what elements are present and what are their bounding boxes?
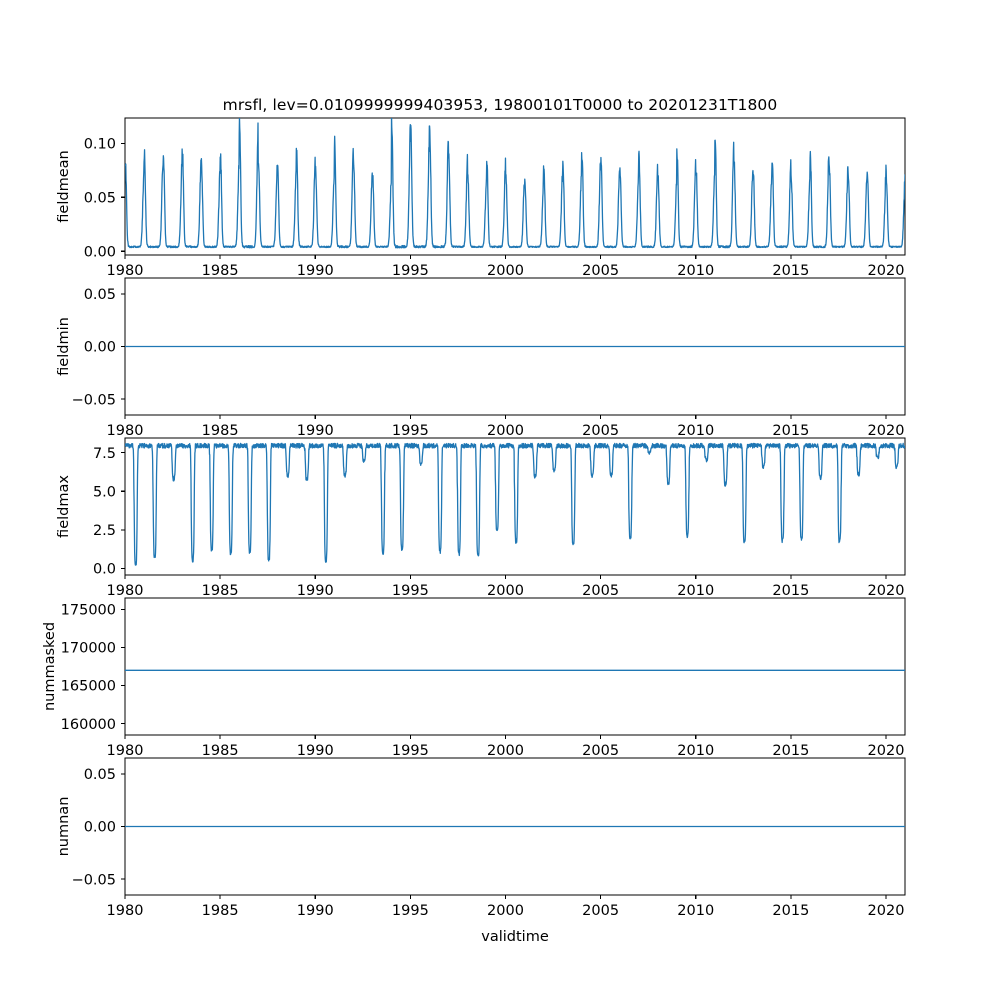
axes-frame	[124, 437, 906, 576]
y-tick-label: 0.00	[84, 340, 116, 356]
x-tick-label: 1985	[202, 903, 239, 919]
x-axis-label: validtime	[481, 929, 549, 945]
x-tick-label: 2020	[868, 263, 905, 279]
y-axis-label-fieldmax: fieldmax	[56, 475, 72, 538]
figure-title: mrsfl, lev=0.0109999999403953, 19800101T…	[222, 96, 778, 114]
x-tick-label: 1980	[107, 903, 144, 919]
y-axis-label-fieldmean: fieldmean	[56, 150, 72, 222]
plot-area-fieldmin: −0.05 0.00 0.05 1980 1985 1990 1995 2000 2005 201…	[56, 277, 906, 439]
x-tick-label: 1985	[202, 263, 239, 279]
x-tick-label: 2000	[487, 743, 524, 759]
y-tick-label: 0.0	[93, 562, 116, 578]
x-tick-label: 1990	[297, 583, 334, 599]
plot-area-fieldmean: 0.00 0.05 0.10 1980 1985 1990 1995 2000 2005 2010…	[56, 117, 906, 279]
subplot-fieldmean: 0.00 0.05 0.10 1980 1985 1990 1995 2000 2005 2010…	[33, 112, 919, 283]
x-tick-label: 2000	[487, 903, 524, 919]
plot-area-numnan: −0.05 0.00 0.05 1980 1985 1990 1995 2000 2005 201…	[56, 757, 906, 945]
y-tick-label: 2.5	[93, 523, 116, 539]
y-tick-label: 0.05	[84, 767, 116, 783]
y-tick-label: 175000	[61, 603, 116, 619]
x-tick-label: 2000	[487, 583, 524, 599]
subplot-numnan: −0.05 0.00 0.05 1980 1985 1990 1995 2000 2005 201…	[33, 752, 919, 947]
y-axis-label-fieldmin: fieldmin	[56, 317, 72, 376]
x-tick-label: 1995	[392, 583, 429, 599]
x-tick-label: 2010	[677, 263, 714, 279]
plot-area-fieldmax: 0.0 2.5 5.0 7.5 1980 1985 1990 1995 2000 2005 2010…	[56, 437, 906, 599]
x-tick-label: 2000	[487, 263, 524, 279]
x-tick-label: 2010	[677, 743, 714, 759]
x-tick-label: 2000	[487, 423, 524, 439]
x-tick-label: 2005	[582, 423, 619, 439]
x-tick-label: 2015	[772, 263, 809, 279]
series-line-fieldmax	[125, 442, 905, 566]
x-tick-label: 2010	[677, 583, 714, 599]
y-tick-label: 5.0	[93, 484, 116, 500]
x-tick-label: 1985	[202, 743, 239, 759]
y-tick-label: 0.05	[84, 287, 116, 303]
series-line-fieldmean	[125, 118, 905, 249]
x-tick-label: 1980	[107, 583, 144, 599]
y-tick-label: 7.5	[93, 446, 116, 462]
x-tick-label: 1985	[202, 583, 239, 599]
x-tick-label: 1995	[392, 423, 429, 439]
y-tick-label: −0.05	[72, 872, 116, 888]
x-tick-label: 1995	[392, 903, 429, 919]
axes-frame	[124, 597, 906, 736]
x-tick-label: 1995	[392, 743, 429, 759]
subplot-nummasked: 160000 165000 170000 175000 1980 1985 1990 1995…	[33, 592, 919, 763]
y-tick-label: −0.05	[72, 392, 116, 408]
x-tick-label: 2015	[772, 743, 809, 759]
x-tick-label: 2020	[868, 583, 905, 599]
y-axis-label-numnan: numnan	[56, 797, 72, 857]
x-tick-label: 2005	[582, 743, 619, 759]
x-tick-label: 2020	[868, 743, 905, 759]
x-tick-label: 2005	[582, 263, 619, 279]
plot-area-nummasked: 160000 165000 170000 175000 1980 1985 1990 1995…	[42, 597, 906, 759]
x-tick-label: 1980	[107, 263, 144, 279]
x-tick-label: 2005	[582, 903, 619, 919]
subplot-fieldmax: 0.0 2.5 5.0 7.5 1980 1985 1990 1995 2000 2005 2010…	[33, 432, 919, 603]
x-tick-label: 2005	[582, 583, 619, 599]
x-tick-label: 2010	[677, 423, 714, 439]
x-tick-label: 1990	[297, 263, 334, 279]
x-tick-label: 2015	[772, 903, 809, 919]
y-tick-label: 0.10	[84, 137, 116, 153]
x-tick-label: 1985	[202, 423, 239, 439]
y-tick-label: 170000	[61, 641, 116, 657]
x-tick-label: 2015	[772, 583, 809, 599]
y-tick-label: 0.00	[84, 820, 116, 836]
x-tick-label: 2020	[868, 423, 905, 439]
y-axis-label-nummasked: nummasked	[42, 622, 58, 711]
x-tick-label: 2015	[772, 423, 809, 439]
x-tick-label: 1980	[107, 743, 144, 759]
x-tick-label: 1990	[297, 423, 334, 439]
x-tick-label: 2020	[868, 903, 905, 919]
x-tick-label: 1990	[297, 743, 334, 759]
y-tick-label: 160000	[61, 717, 116, 733]
x-tick-label: 1995	[392, 263, 429, 279]
y-tick-label: 0.05	[84, 190, 116, 206]
x-tick-label: 1980	[107, 423, 144, 439]
x-tick-label: 1990	[297, 903, 334, 919]
y-tick-label: 0.00	[84, 244, 116, 260]
x-tick-label: 2010	[677, 903, 714, 919]
subplot-fieldmin: −0.05 0.00 0.05 1980 1985 1990 1995 2000 2005 201…	[33, 272, 919, 443]
y-tick-label: 165000	[61, 679, 116, 695]
